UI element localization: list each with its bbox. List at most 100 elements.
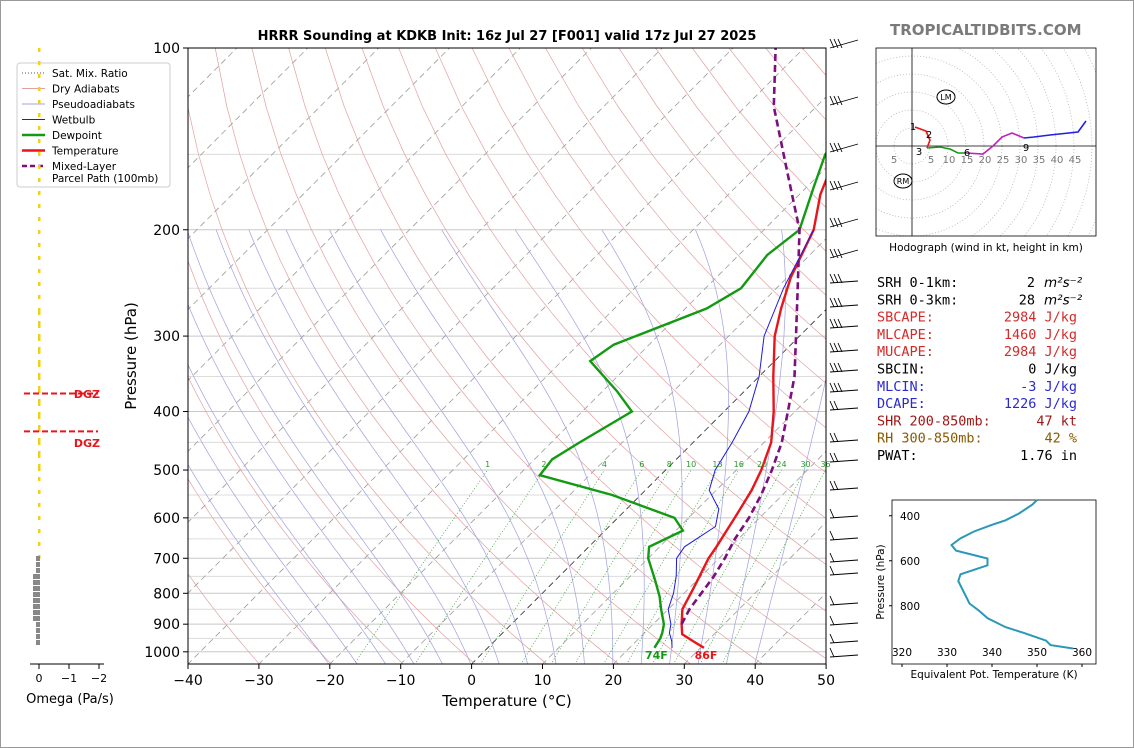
dry-adiabat [188,573,260,664]
wind-barb [829,217,859,228]
wind-barb [829,362,859,373]
mixing-ratio-line [603,469,718,664]
stat-value: 28 [1019,292,1035,308]
wind-barb [829,248,859,259]
pseudoadiabat [188,363,386,664]
wind-barb [829,382,859,393]
omega-bar-positive [38,243,41,247]
isotherm-line [825,663,826,664]
theta-e-panel: 320 330 340 350 360 400 600 800 Equivalent Pot. … [875,499,1097,681]
omega-bar-positive [38,321,41,328]
hodo-trace [926,146,966,154]
omega-bar-positive [38,464,41,471]
legend-label: Wetbulb [52,115,96,127]
omega-tick-label: −2 [91,672,107,685]
theta-e-y-label: Pressure (hPa) [875,544,887,619]
wind-barb [829,400,859,411]
omega-bar-positive [38,451,41,458]
omega-bar-positive [38,282,41,286]
skewt-plot-area [188,48,826,664]
hodo-ring-label: 35 [1033,155,1046,166]
mixing-ratio-label: 6 [639,460,644,469]
x-tick-label: −30 [244,673,274,689]
omega-bar-negative [33,580,40,585]
pseudoadiabat [725,229,786,664]
y-tick-label: 500 [153,463,180,479]
wind-barb [829,480,859,491]
legend-label: Mixed-Layer [52,161,117,173]
x-tick-label: 0 [467,673,476,689]
legend-label: Temperature [51,146,119,158]
pseudoadiabat [601,229,683,664]
theta-e-x-tick-label: 350 [1027,647,1047,659]
pseudoadiabat [215,229,472,664]
skewt-panel: 1 2 4 6 8 10 13 16 20 24 30 3686F74F100200300400500… [16,38,859,710]
hodo-storm-motion-marker [893,173,913,189]
x-tick-label: 50 [817,673,835,689]
wind-barb [829,38,859,49]
omega-bar-positive [38,113,41,117]
stat-value: 2 [1027,275,1035,291]
pseudoadiabat [441,229,614,664]
hodo-ring-label: 5 [928,155,934,166]
omega-bar-positive [38,412,41,419]
hodo-ring-label: 30 [1015,155,1028,166]
wind-barb [829,452,859,463]
mixing-ratio-label: 13 [712,460,722,469]
omega-bar-negative [36,562,40,567]
mixing-ratio-label: 4 [602,460,607,469]
omega-bar-positive [38,87,41,91]
omega-axis-label: Omega (Pa/s) [26,692,114,707]
stat-label: SHR 200-850mb: [877,413,991,429]
mixing-ratio-line [550,469,670,664]
stat-label: SRH 0-3km: [877,292,958,308]
y-tick-label: 100 [153,41,180,57]
pseudoadiabat [380,229,585,664]
omega-bar-positive [38,100,41,104]
theta-e-line [950,499,1074,650]
surface-temp-label: 86F [695,649,718,662]
omega-bar-positive [38,347,41,354]
omega-tick-label: −1 [61,672,77,685]
wind-barb [829,595,859,606]
hodo-trace [965,132,1025,155]
legend-label: Parcel Path (100mb) [52,173,158,185]
wind-barb [829,633,859,644]
hodo-frame [875,47,1097,237]
x-tick-label: 40 [746,673,764,689]
mixing-ratio-line [414,469,545,664]
hodo-height-label: 2 [926,130,932,141]
chart-title: HRRR Sounding at KDKB Init: 16z Jul 27 [… [258,29,757,44]
omega-bar-positive [38,230,41,234]
theta-e-x-tick-label: 360 [1072,647,1092,659]
mixing-ratio-label: 1 [485,460,490,469]
omega-bar-negative [33,598,40,603]
parcel-path-line [680,48,801,625]
hodo-ring-label: 15 [961,155,974,166]
isotherm-line [541,379,826,664]
hodo-ring-label: 45 [1069,155,1082,166]
dry-adiabat [214,48,620,664]
pseudoadiabat [188,303,415,664]
stat-value: 2984 J/kg [1004,344,1077,360]
omega-bar-positive [38,126,41,130]
omega-bar-negative [33,586,40,591]
stat-value: 1460 J/kg [1004,327,1077,343]
dry-adiabat [581,48,826,340]
omega-bar-positive [38,490,41,494]
dry-adiabat [435,48,826,519]
stat-value: 0 J/kg [1028,362,1077,378]
surface-dewpoint-label: 74F [645,649,668,662]
omega-bar-negative [33,574,40,579]
omega-bar-negative [36,640,40,645]
y-tick-label: 400 [153,405,180,421]
x-tick-label: −20 [315,673,345,689]
omega-bar-positive [38,74,41,78]
isotherm-line [258,96,826,664]
omega-bar-positive [38,165,41,169]
isotherm-line [612,450,826,664]
omega-bar-positive [38,503,41,507]
omega-panel: DGZ DGZ 0 −1 −2 Omega (Pa/s) [24,48,114,707]
omega-bar-positive [38,360,41,367]
dry-adiabat [251,48,692,664]
